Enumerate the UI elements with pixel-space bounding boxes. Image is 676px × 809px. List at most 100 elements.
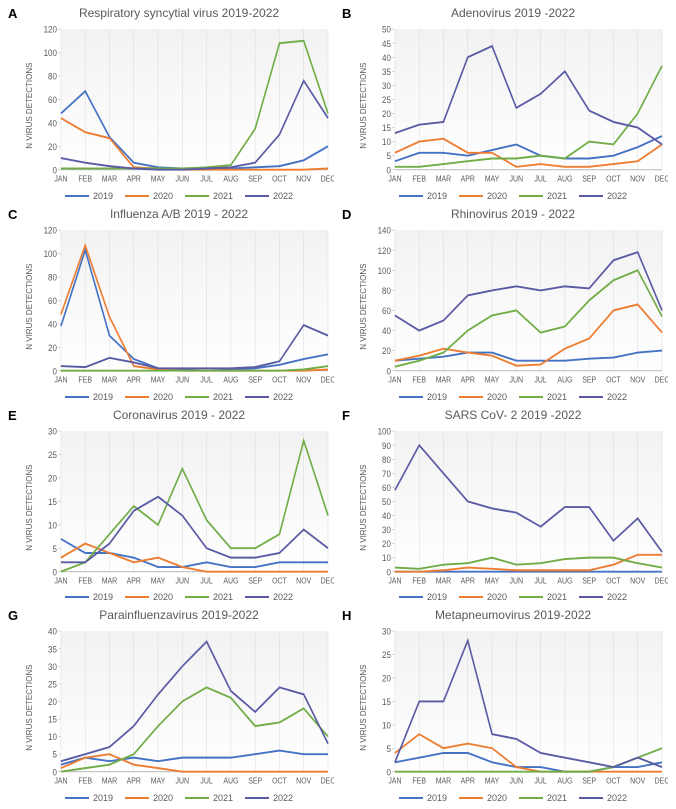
svg-text:JAN: JAN (388, 776, 401, 786)
svg-text:NOV: NOV (296, 375, 312, 385)
legend: 2019202020212022 (358, 390, 668, 402)
svg-text:MAR: MAR (102, 776, 118, 786)
svg-text:NOV: NOV (296, 576, 312, 586)
svg-text:MAY: MAY (485, 576, 500, 586)
svg-text:FEB: FEB (412, 174, 426, 184)
plot-area: 051015202530JANFEBMARAPRMAYJUNJULAUGSEPO… (35, 424, 334, 591)
svg-text:JUL: JUL (200, 776, 213, 786)
svg-text:140: 140 (378, 225, 391, 236)
legend-item-2020: 2020 (459, 191, 507, 201)
svg-text:FEB: FEB (412, 375, 426, 385)
plot-area: 0102030405060708090100JANFEBMARAPRMAYJUN… (369, 424, 668, 591)
svg-text:FEB: FEB (412, 576, 426, 586)
legend-item-2021: 2021 (519, 392, 567, 402)
legend-item-2021: 2021 (185, 392, 233, 402)
svg-text:80: 80 (48, 71, 57, 82)
plot-area: 051015202530JANFEBMARAPRMAYJUNJULAUGSEPO… (369, 624, 668, 791)
legend-item-2019: 2019 (399, 592, 447, 602)
svg-text:25: 25 (48, 449, 57, 460)
svg-text:20: 20 (382, 673, 391, 684)
svg-text:MAR: MAR (102, 576, 118, 586)
legend-label: 2019 (93, 592, 113, 602)
legend-item-2021: 2021 (519, 191, 567, 201)
svg-text:5: 5 (52, 749, 57, 760)
panel-D: DRhinovirus 2019 - 2022N VIRUS DETECTION… (340, 205, 670, 404)
svg-text:MAY: MAY (151, 375, 166, 385)
svg-text:70: 70 (382, 468, 391, 479)
legend-label: 2022 (273, 592, 293, 602)
svg-text:JUN: JUN (176, 375, 190, 385)
chart-wrap: Coronavirus 2019 - 2022N VIRUS DETECTION… (24, 408, 334, 603)
legend-label: 2020 (153, 793, 173, 803)
panel-F: FSARS CoV- 2 2019 -2022N VIRUS DETECTION… (340, 406, 670, 605)
legend-swatch (519, 797, 543, 799)
svg-text:DEC: DEC (321, 576, 334, 586)
legend-item-2022: 2022 (579, 392, 627, 402)
plot-area: 020406080100120140JANFEBMARAPRMAYJUNJULA… (369, 223, 668, 390)
svg-text:JAN: JAN (54, 174, 67, 184)
svg-text:APR: APR (127, 776, 142, 786)
svg-text:5: 5 (52, 543, 57, 554)
legend-item-2022: 2022 (579, 592, 627, 602)
svg-text:15: 15 (382, 122, 391, 133)
legend-item-2020: 2020 (125, 392, 173, 402)
legend-swatch (519, 396, 543, 398)
legend-swatch (399, 797, 423, 799)
legend-label: 2020 (487, 592, 507, 602)
chart-wrap: SARS CoV- 2 2019 -2022N VIRUS DETECTIONS… (358, 408, 668, 603)
legend-item-2019: 2019 (65, 191, 113, 201)
svg-text:NOV: NOV (630, 776, 646, 786)
legend-item-2021: 2021 (185, 191, 233, 201)
svg-text:SEP: SEP (248, 576, 262, 586)
svg-text:MAY: MAY (485, 174, 500, 184)
legend-item-2020: 2020 (125, 191, 173, 201)
svg-text:NOV: NOV (630, 576, 646, 586)
svg-text:JUL: JUL (534, 576, 547, 586)
chart-wrap: Metapneumovirus 2019-2022N VIRUS DETECTI… (358, 608, 668, 803)
legend-item-2020: 2020 (125, 793, 173, 803)
svg-text:JUN: JUN (510, 375, 524, 385)
legend: 2019202020212022 (358, 791, 668, 803)
chart-title: Adenovirus 2019 -2022 (358, 6, 668, 20)
legend-swatch (125, 797, 149, 799)
legend: 2019202020212022 (24, 590, 334, 602)
svg-text:5: 5 (386, 743, 391, 754)
svg-text:40: 40 (382, 325, 391, 336)
legend-swatch (579, 396, 603, 398)
svg-text:DEC: DEC (655, 375, 668, 385)
svg-text:60: 60 (48, 295, 57, 306)
plot-row: N VIRUS DETECTIONS020406080100120140JANF… (358, 223, 668, 390)
legend-label: 2020 (153, 191, 173, 201)
svg-text:MAR: MAR (102, 375, 118, 385)
svg-text:20: 20 (48, 141, 57, 152)
legend-label: 2021 (547, 592, 567, 602)
svg-text:JAN: JAN (388, 375, 401, 385)
legend-item-2022: 2022 (245, 793, 293, 803)
svg-text:40: 40 (382, 52, 391, 63)
svg-text:JUN: JUN (510, 776, 524, 786)
svg-text:APR: APR (127, 174, 142, 184)
legend-swatch (519, 596, 543, 598)
svg-text:40: 40 (48, 318, 57, 329)
chart-wrap: Respiratory syncytial virus 2019-2022N V… (24, 6, 334, 201)
legend-label: 2021 (547, 191, 567, 201)
chart-title: Rhinovirus 2019 - 2022 (358, 207, 668, 221)
legend-label: 2022 (607, 592, 627, 602)
svg-text:AUG: AUG (557, 576, 572, 586)
legend-swatch (245, 396, 269, 398)
legend-swatch (245, 195, 269, 197)
panel-label: A (8, 6, 17, 21)
svg-text:30: 30 (382, 626, 391, 637)
svg-text:25: 25 (48, 679, 57, 690)
svg-text:SEP: SEP (582, 174, 596, 184)
legend-label: 2019 (427, 592, 447, 602)
plot-row: N VIRUS DETECTIONS05101520253035404550JA… (358, 22, 668, 189)
legend-label: 2020 (487, 191, 507, 201)
legend-label: 2019 (93, 793, 113, 803)
panel-label: G (8, 608, 18, 623)
svg-text:JUL: JUL (534, 776, 547, 786)
svg-text:DEC: DEC (655, 576, 668, 586)
svg-text:SEP: SEP (248, 776, 262, 786)
svg-text:JAN: JAN (388, 174, 401, 184)
plot-area: 020406080100120JANFEBMARAPRMAYJUNJULAUGS… (35, 22, 334, 189)
